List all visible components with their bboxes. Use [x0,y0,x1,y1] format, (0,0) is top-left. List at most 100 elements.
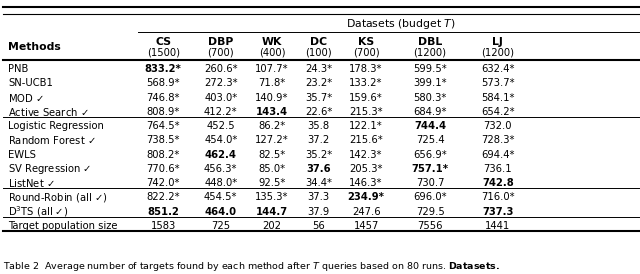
Text: LJ: LJ [493,37,503,47]
Text: 403.0*: 403.0* [204,93,237,102]
Text: 729.5: 729.5 [416,207,444,216]
Text: 744.4: 744.4 [414,121,446,131]
Text: 215.3*: 215.3* [349,107,383,117]
Text: 37.3: 37.3 [308,192,330,202]
Text: 107.7*: 107.7* [255,64,289,74]
Text: 684.9*: 684.9* [413,107,447,117]
Text: 24.3*: 24.3* [305,64,332,74]
Text: 716.0*: 716.0* [481,192,515,202]
Text: 234.9*: 234.9* [348,192,385,202]
Text: 568.9*: 568.9* [147,78,180,88]
Text: 736.1: 736.1 [484,164,512,174]
Text: 851.2: 851.2 [147,207,179,216]
Text: DBL: DBL [418,37,442,47]
Text: 56: 56 [312,221,325,231]
Text: 573.7*: 573.7* [481,78,515,88]
Text: 725.4: 725.4 [416,135,444,145]
Text: SV Regression $\checkmark$: SV Regression $\checkmark$ [8,162,92,176]
Text: (100): (100) [305,47,332,57]
Text: Active Search $\checkmark$: Active Search $\checkmark$ [8,106,89,118]
Text: EWLS: EWLS [8,150,36,159]
Text: 135.3*: 135.3* [255,192,289,202]
Text: (1200): (1200) [413,47,447,57]
Text: 696.0*: 696.0* [413,192,447,202]
Text: 37.6: 37.6 [307,164,331,174]
Text: 143.4: 143.4 [256,107,288,117]
Text: 599.5*: 599.5* [413,64,447,74]
Text: ListNet $\checkmark$: ListNet $\checkmark$ [8,177,55,189]
Text: 85.0*: 85.0* [259,164,285,174]
Text: 456.3*: 456.3* [204,164,237,174]
Text: 632.4*: 632.4* [481,64,515,74]
Text: 822.2*: 822.2* [147,192,180,202]
Text: MOD $\checkmark$: MOD $\checkmark$ [8,92,44,104]
Text: Methods: Methods [8,42,61,52]
Text: 1441: 1441 [485,221,511,231]
Text: (700): (700) [353,47,380,57]
Text: 247.6: 247.6 [352,207,380,216]
Text: 412.2*: 412.2* [204,107,237,117]
Text: Datasets (budget $T$): Datasets (budget $T$) [346,17,456,31]
Text: 71.8*: 71.8* [259,78,285,88]
Text: 260.6*: 260.6* [204,64,237,74]
Text: 757.1*: 757.1* [412,164,449,174]
Text: 146.3*: 146.3* [349,178,383,188]
Text: 35.2*: 35.2* [305,150,332,159]
Text: 92.5*: 92.5* [259,178,285,188]
Text: 580.3*: 580.3* [413,93,447,102]
Text: 764.5*: 764.5* [147,121,180,131]
Text: 452.5: 452.5 [207,121,235,131]
Text: (1500): (1500) [147,47,180,57]
Text: 808.9*: 808.9* [147,107,180,117]
Text: 34.4*: 34.4* [305,178,332,188]
Text: 728.3*: 728.3* [481,135,515,145]
Text: 730.7: 730.7 [416,178,444,188]
Text: 178.3*: 178.3* [349,64,383,74]
Text: 272.3*: 272.3* [204,78,237,88]
Text: DBP: DBP [208,37,234,47]
Text: 808.2*: 808.2* [147,150,180,159]
Text: 82.5*: 82.5* [259,150,285,159]
Text: PNB: PNB [8,64,29,74]
Text: 462.4: 462.4 [205,150,237,159]
Text: 142.3*: 142.3* [349,150,383,159]
Text: 159.6*: 159.6* [349,93,383,102]
Text: Round-Robin (all $\checkmark$): Round-Robin (all $\checkmark$) [8,191,108,204]
Text: 86.2*: 86.2* [259,121,285,131]
Text: Table 2  Average number of targets found by each method after $T$ queries based : Table 2 Average number of targets found … [3,260,500,273]
Text: 1583: 1583 [150,221,176,231]
Text: 454.0*: 454.0* [204,135,237,145]
Text: 140.9*: 140.9* [255,93,289,102]
Text: 737.3: 737.3 [482,207,514,216]
Text: 23.2*: 23.2* [305,78,332,88]
Text: 833.2*: 833.2* [145,64,182,74]
Text: 732.0: 732.0 [484,121,512,131]
Text: (1200): (1200) [481,47,515,57]
Text: 399.1*: 399.1* [413,78,447,88]
Text: 215.6*: 215.6* [349,135,383,145]
Text: D$^3$TS (all $\checkmark$): D$^3$TS (all $\checkmark$) [8,204,68,219]
Text: 122.1*: 122.1* [349,121,383,131]
Text: 205.3*: 205.3* [349,164,383,174]
Text: 656.9*: 656.9* [413,150,447,159]
Text: KS: KS [358,37,374,47]
Text: 35.7*: 35.7* [305,93,332,102]
Text: DC: DC [310,37,327,47]
Text: 35.8: 35.8 [308,121,330,131]
Text: SN-UCB1: SN-UCB1 [8,78,53,88]
Text: 127.2*: 127.2* [255,135,289,145]
Text: 694.4*: 694.4* [481,150,515,159]
Text: 133.2*: 133.2* [349,78,383,88]
Text: 7556: 7556 [417,221,443,231]
Text: 454.5*: 454.5* [204,192,237,202]
Text: 464.0: 464.0 [205,207,237,216]
Text: 22.6*: 22.6* [305,107,332,117]
Text: 584.1*: 584.1* [481,93,515,102]
Text: Logistic Regression: Logistic Regression [8,121,104,131]
Text: (700): (700) [207,47,234,57]
Text: 1457: 1457 [353,221,379,231]
Text: 448.0*: 448.0* [204,178,237,188]
Text: 654.2*: 654.2* [481,107,515,117]
Text: 202: 202 [262,221,282,231]
Text: 742.0*: 742.0* [147,178,180,188]
